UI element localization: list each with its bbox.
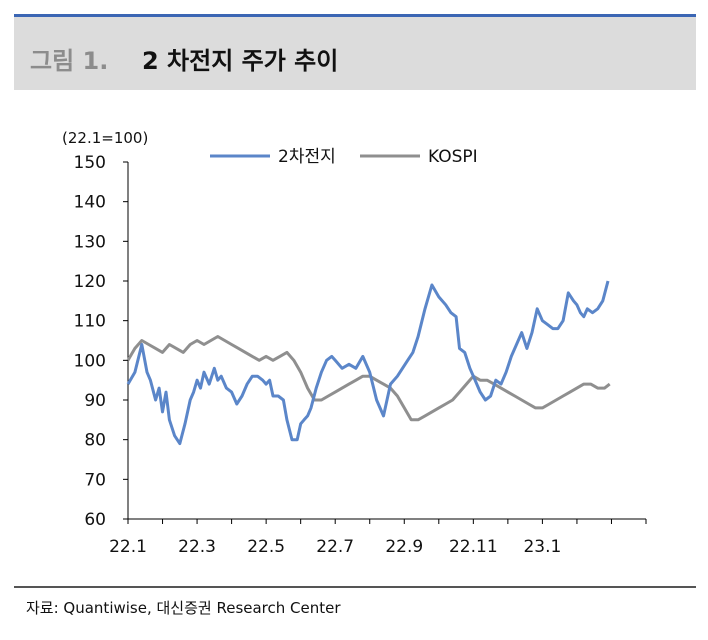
x-tick-label: 22.7 (316, 537, 354, 557)
x-tick-label: 22.11 (449, 537, 498, 557)
x-tick-label: 22.3 (178, 537, 216, 557)
x-tick-label: 22.9 (385, 537, 423, 557)
x-tick-label: 22.1 (109, 537, 147, 557)
y-tick-label: 110 (74, 312, 106, 332)
figure-number: 그림 1. (30, 47, 109, 75)
series-line-battery (126, 280, 610, 446)
y-tick-label: 80 (84, 431, 106, 451)
y-tick-label: 100 (74, 351, 106, 371)
y-axis-unit-label: (22.1=100) (62, 129, 148, 147)
y-tick-label: 120 (74, 272, 106, 292)
y-tick-label: 140 (74, 193, 106, 213)
y-tick-label: 130 (74, 232, 106, 252)
legend-item-battery-label: 2차전지 (278, 147, 336, 167)
x-tick-label: 22.5 (247, 537, 285, 557)
figure-header: 그림 1. 2 차전지 주가 추이 (14, 14, 696, 90)
y-tick-label: 70 (84, 470, 106, 490)
series-line-kospi (126, 335, 611, 422)
line-chart: (22.1=100) 60 70 80 90 100 110 120 130 140 150 22.1… (62, 129, 647, 557)
y-tick-label: 60 (84, 510, 106, 530)
figure-title: 2 차전지 주가 추이 (142, 47, 339, 75)
y-tick-label: 90 (84, 391, 106, 411)
y-tick-label: 150 (74, 153, 106, 173)
x-tick-label: 23.1 (523, 537, 561, 557)
legend-item-kospi-label: KOSPI (428, 147, 478, 167)
footer-divider (14, 586, 696, 588)
source-note: 자료: Quantiwise, 대신증권 Research Center (26, 599, 341, 617)
